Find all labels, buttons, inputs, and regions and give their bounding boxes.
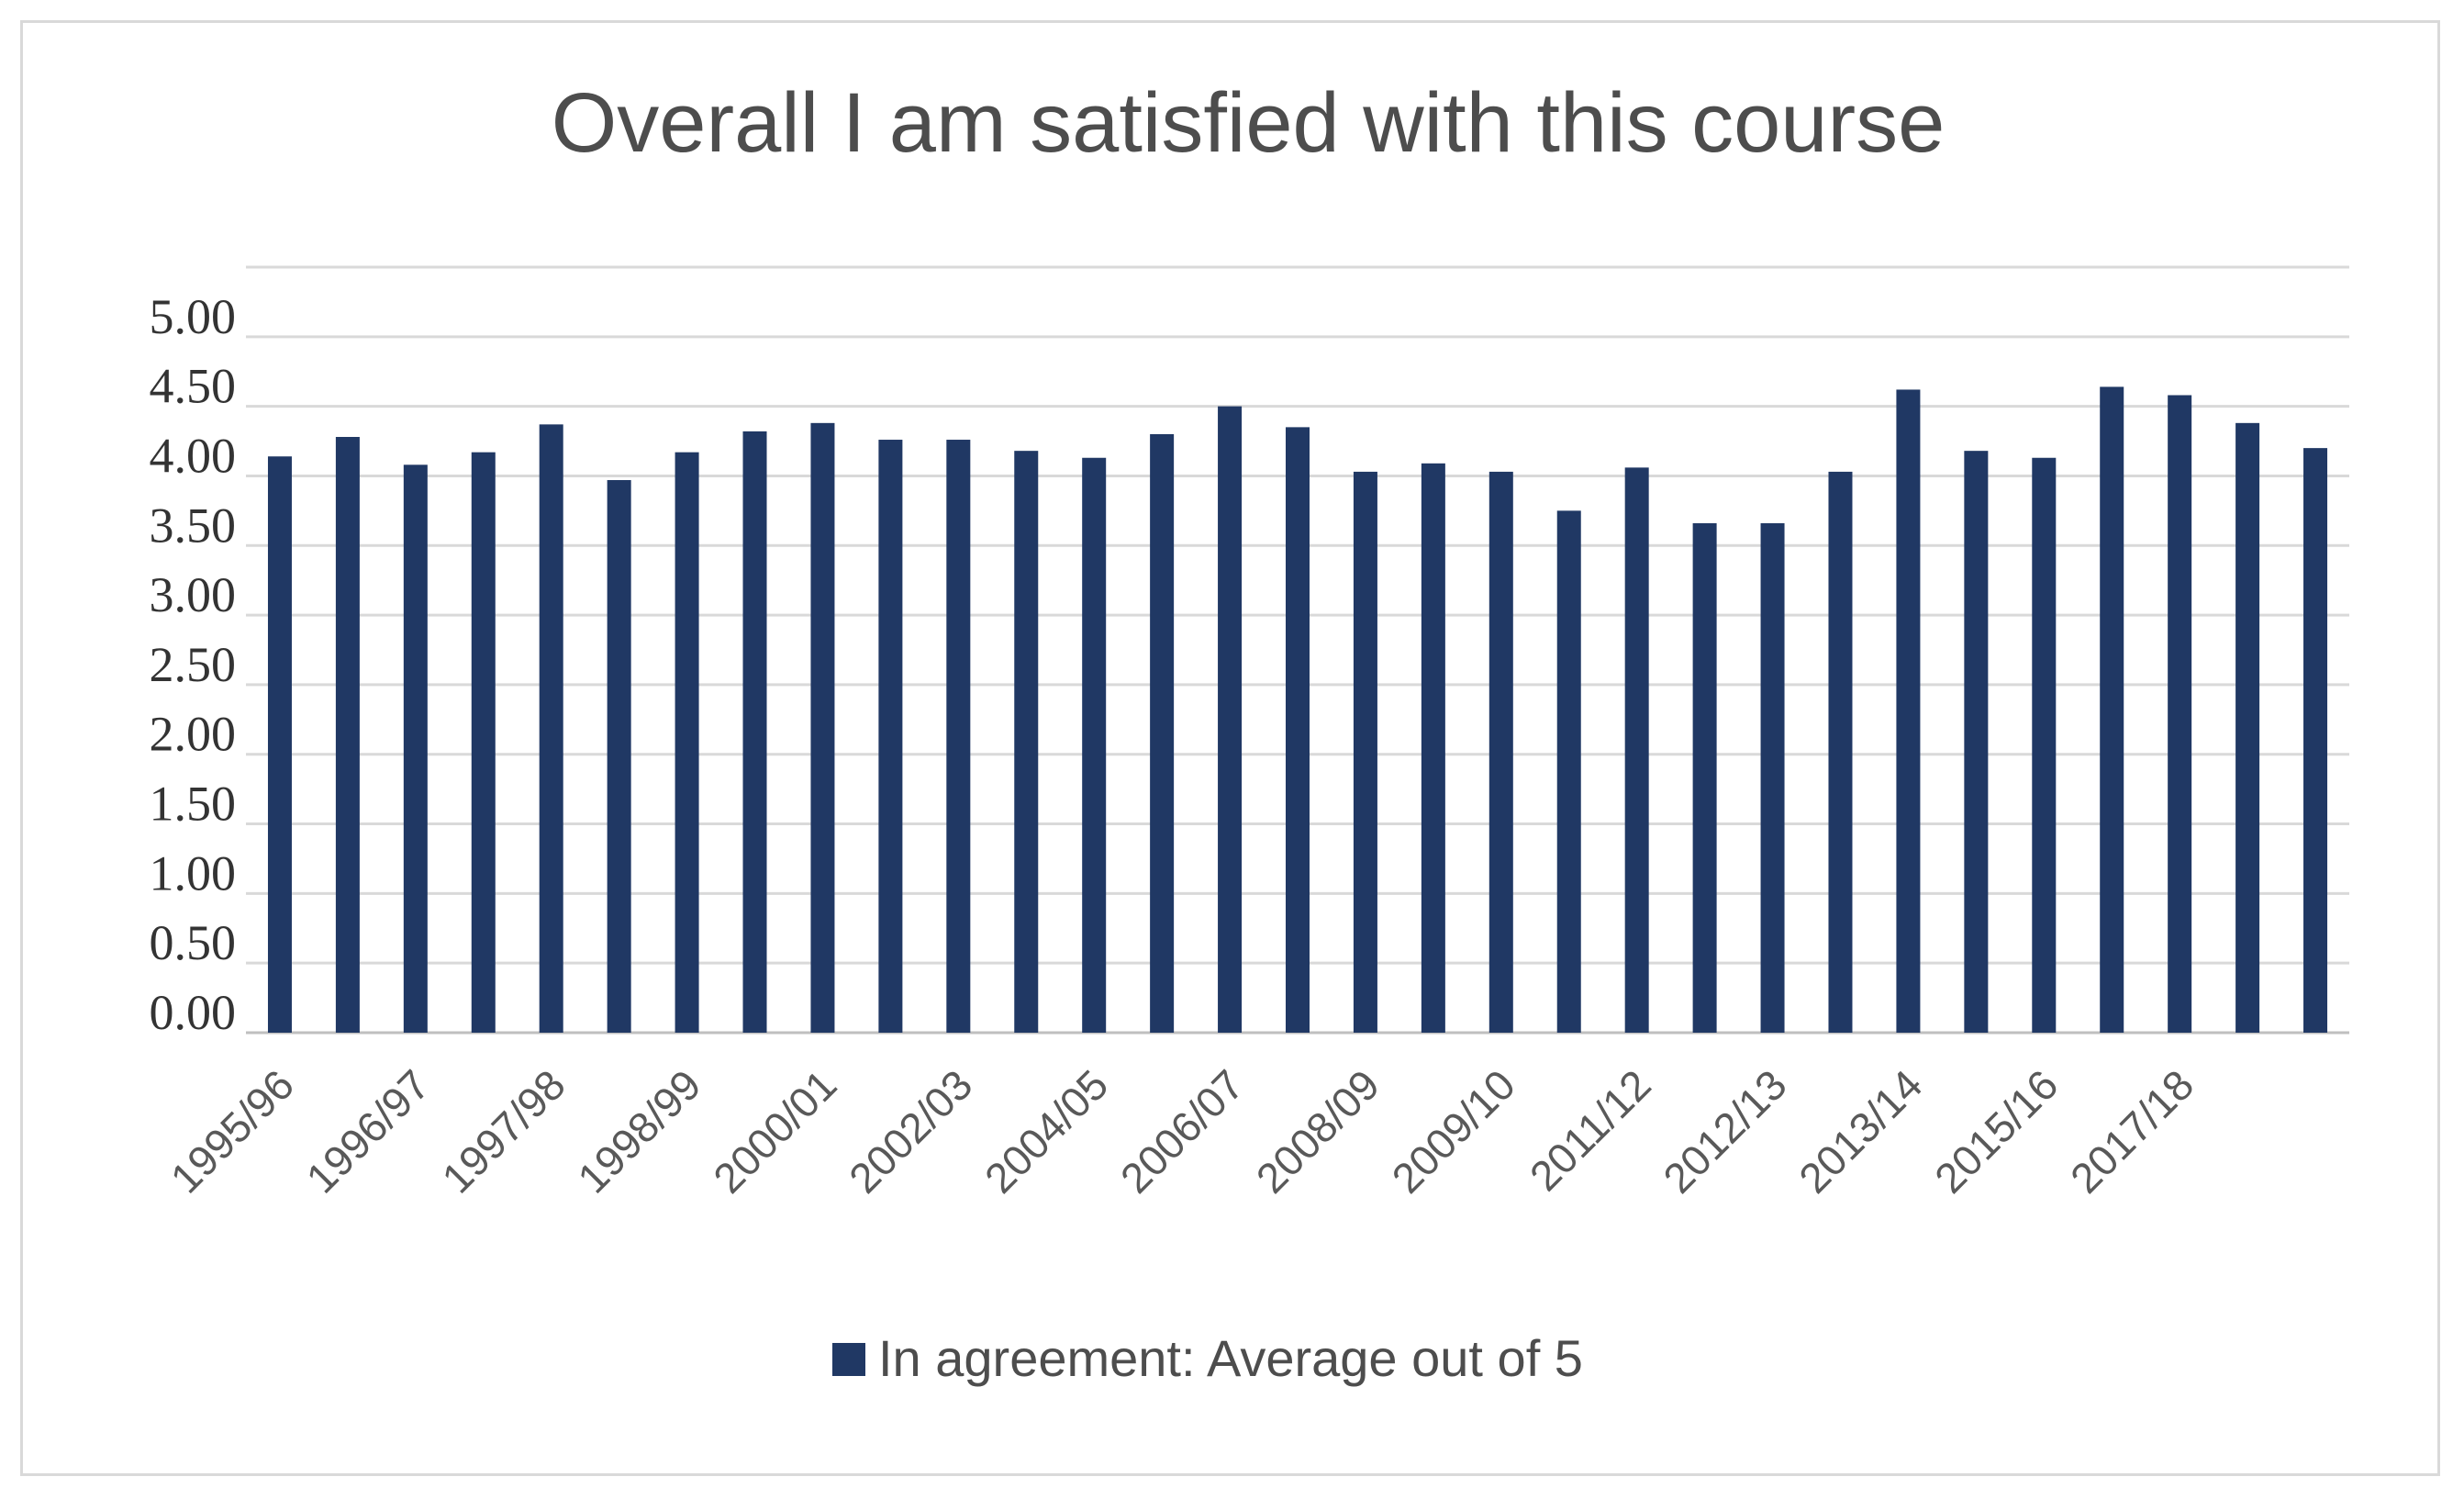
bar bbox=[1828, 471, 1853, 1033]
bar bbox=[2235, 422, 2260, 1033]
y-tick-label: 0.00 bbox=[150, 985, 237, 1040]
x-tick-label: 2013/14 bbox=[1789, 1060, 1931, 1202]
x-tick-label: 2004/05 bbox=[976, 1060, 1117, 1202]
legend-label: In agreement: Average out of 5 bbox=[878, 1329, 1583, 1387]
bar bbox=[335, 436, 360, 1034]
bar bbox=[1896, 389, 1921, 1033]
bar bbox=[1964, 451, 1989, 1033]
x-tick-label: 2009/10 bbox=[1383, 1060, 1524, 1202]
bar bbox=[1760, 523, 1785, 1033]
x-tick-label: 2002/03 bbox=[840, 1060, 981, 1202]
x-tick-label: 1995/96 bbox=[162, 1060, 303, 1202]
bars bbox=[267, 386, 2328, 1034]
bar bbox=[675, 452, 699, 1033]
bar bbox=[1692, 523, 1717, 1033]
bar bbox=[1150, 433, 1175, 1033]
bar bbox=[1556, 510, 1581, 1033]
bar bbox=[267, 456, 292, 1033]
bar bbox=[946, 440, 971, 1034]
x-axis-ticks: 1995/961996/971997/981998/992000/012002/… bbox=[162, 1060, 2203, 1202]
chart-title: Overall I am satisfied with this course bbox=[552, 76, 1946, 170]
bar bbox=[1421, 463, 1445, 1034]
bar bbox=[1014, 451, 1039, 1033]
bar bbox=[810, 422, 835, 1033]
bar bbox=[607, 480, 631, 1033]
y-tick-label: 0.50 bbox=[150, 915, 237, 970]
y-tick-label: 1.00 bbox=[150, 845, 237, 901]
y-tick-label: 4.50 bbox=[150, 359, 237, 414]
y-tick-label: 3.50 bbox=[150, 498, 237, 553]
x-tick-label: 1996/97 bbox=[297, 1060, 439, 1202]
bar bbox=[1218, 406, 1243, 1033]
x-tick-label: 2017/18 bbox=[2061, 1060, 2202, 1202]
x-tick-label: 2015/16 bbox=[1925, 1060, 2067, 1202]
bar bbox=[1353, 471, 1377, 1033]
legend: In agreement: Average out of 5 bbox=[832, 1329, 1583, 1387]
x-tick-label: 1997/98 bbox=[432, 1060, 574, 1202]
bar bbox=[2303, 448, 2328, 1033]
bar bbox=[1624, 467, 1649, 1034]
y-axis-ticks: 0.00 0.50 1.00 1.50 2.00 2.50 3.00 3.50 4.00 4.50… bbox=[150, 289, 237, 1040]
x-tick-label: 2012/13 bbox=[1654, 1060, 1795, 1202]
bar bbox=[2100, 386, 2124, 1033]
y-tick-label: 2.50 bbox=[150, 637, 237, 692]
bar bbox=[539, 424, 563, 1033]
bar bbox=[403, 464, 428, 1034]
bar bbox=[2032, 457, 2057, 1033]
chart-svg: Overall I am satisfied with this course … bbox=[150, 76, 2349, 1387]
bar bbox=[742, 431, 767, 1033]
legend-swatch bbox=[832, 1343, 865, 1376]
y-tick-label: 1.50 bbox=[150, 777, 237, 832]
x-tick-label: 1998/99 bbox=[568, 1060, 709, 1202]
bar bbox=[1286, 427, 1310, 1033]
x-tick-label: 2008/09 bbox=[1247, 1060, 1388, 1202]
y-tick-label: 5.00 bbox=[150, 289, 237, 344]
chart-frame: Overall I am satisfied with this course … bbox=[20, 20, 2440, 1476]
y-tick-label: 4.00 bbox=[150, 428, 237, 483]
bar bbox=[2168, 395, 2192, 1033]
x-tick-label: 2006/07 bbox=[1111, 1060, 1253, 1202]
x-tick-label: 2000/01 bbox=[704, 1060, 845, 1202]
bar bbox=[1082, 457, 1107, 1033]
x-tick-label: 2011/12 bbox=[1521, 1060, 1660, 1200]
bar bbox=[1488, 471, 1513, 1033]
bar bbox=[878, 440, 903, 1034]
bar bbox=[471, 452, 496, 1033]
y-tick-label: 2.00 bbox=[150, 707, 237, 762]
y-tick-label: 3.00 bbox=[150, 567, 237, 622]
